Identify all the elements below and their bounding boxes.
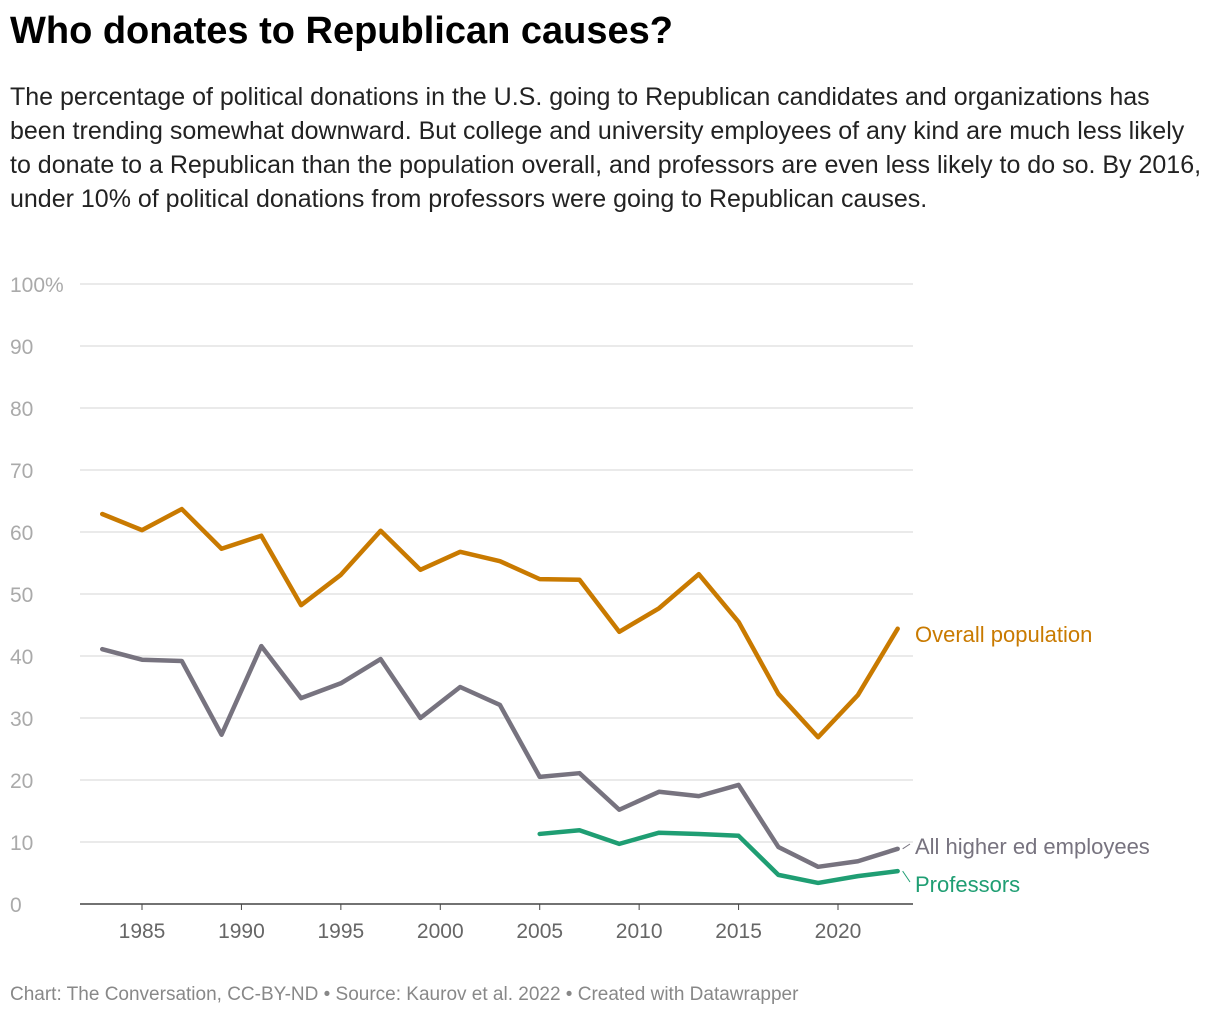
x-tick-label: 1990 — [218, 920, 265, 943]
series-label: Professors — [915, 872, 1020, 897]
y-tick-label: 90 — [10, 336, 33, 359]
x-tick-label: 2010 — [616, 920, 663, 943]
chart-title: Who donates to Republican causes? — [10, 10, 673, 52]
y-tick-label: 100% — [10, 274, 64, 297]
line-chart: 0 10 20 30 40 50 60 70 80 90 100% 1985 1990 1995 2000 2… — [10, 274, 1150, 943]
x-tick-label: 2015 — [715, 920, 762, 943]
x-tick-label: 1995 — [317, 920, 364, 943]
y-tick-label: 70 — [10, 460, 33, 483]
y-tick-label: 20 — [10, 770, 33, 793]
series-label: Overall population — [915, 622, 1092, 647]
y-tick-label: 40 — [10, 646, 33, 669]
y-tick-label: 80 — [10, 398, 33, 421]
y-tick-label: 50 — [10, 584, 33, 607]
x-tick-label: 2005 — [516, 920, 563, 943]
y-tick-label: 10 — [10, 832, 33, 855]
x-tick-label: 2020 — [815, 920, 862, 943]
x-tick-label: 1985 — [119, 920, 166, 943]
x-tick-label: 2000 — [417, 920, 464, 943]
series-line-all-higher-ed-employees — [99, 643, 900, 870]
series-line-professors — [537, 827, 900, 886]
chart-subtitle: The percentage of political donations in… — [10, 83, 1202, 213]
series-label: All higher ed employees — [915, 834, 1150, 859]
chart-footer: Chart: The Conversation, CC-BY-ND • Sour… — [10, 984, 799, 1005]
label-leader — [902, 870, 911, 883]
y-tick-label: 0 — [10, 894, 22, 917]
y-tick-label: 60 — [10, 522, 33, 545]
series-line-overall-population — [99, 506, 900, 740]
y-tick-label: 30 — [10, 708, 33, 731]
label-leader — [902, 843, 911, 850]
